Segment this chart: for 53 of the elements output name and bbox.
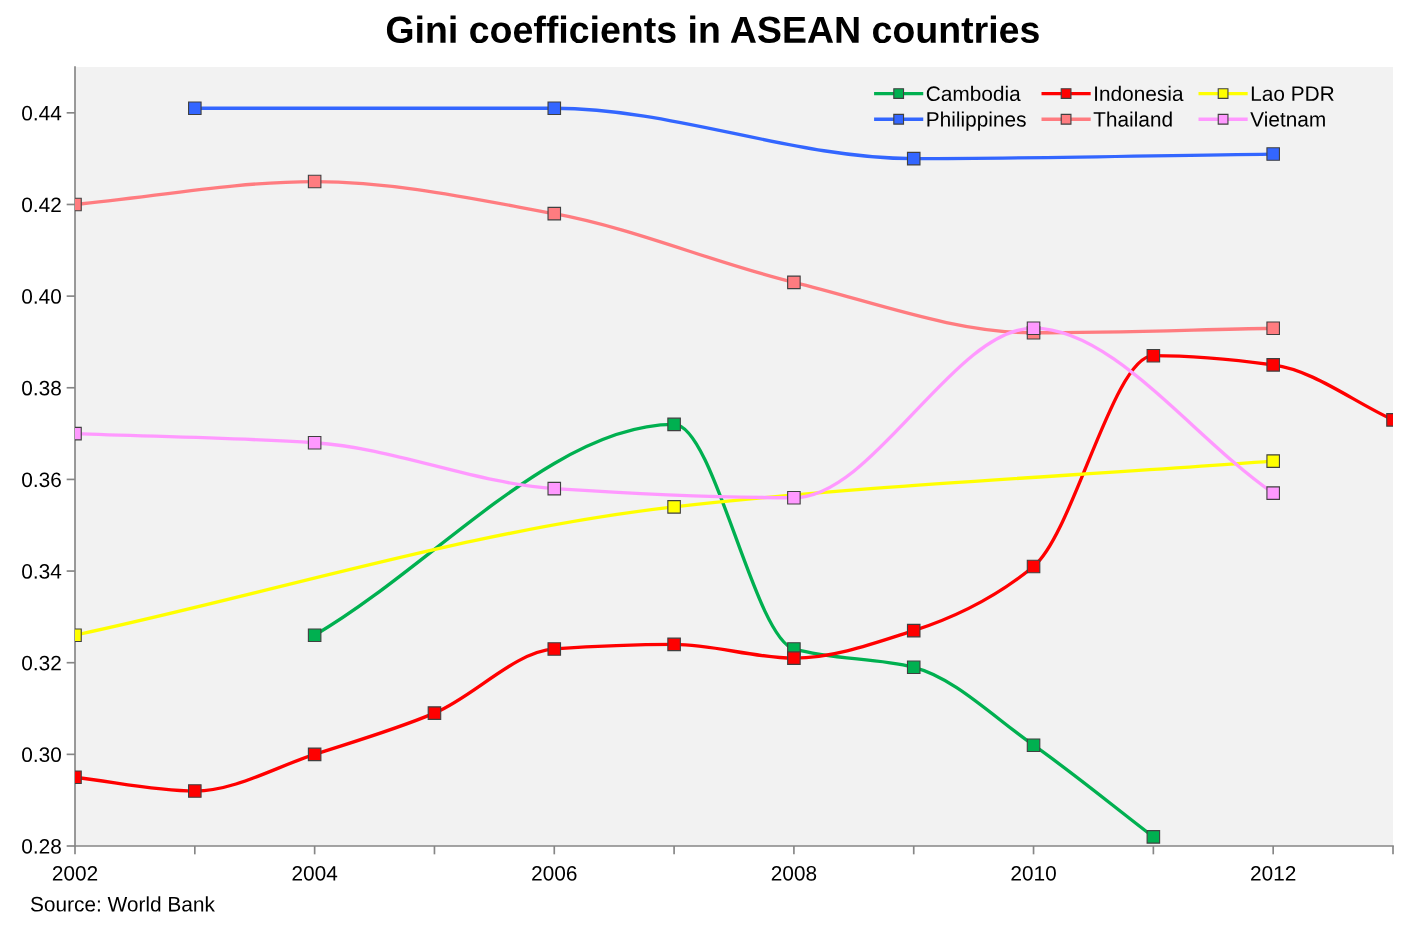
chart-title: Gini coefficients in ASEAN countries (386, 15, 1039, 44)
x-tick-label: 2012 (1251, 865, 1296, 881)
y-tick-label: 0.30 (22, 747, 61, 763)
legend-label: Philippines (927, 111, 1026, 131)
point (667, 637, 681, 652)
point (307, 747, 322, 762)
legend-label: Thailand (1093, 111, 1172, 127)
point (906, 151, 921, 166)
point (787, 275, 801, 290)
point (427, 706, 442, 720)
x-tick-label: 2010 (1011, 865, 1056, 881)
x-tick-label: 2008 (771, 865, 817, 881)
point (188, 784, 202, 798)
legend-label: Vietnam (1250, 111, 1325, 127)
point (1146, 348, 1161, 363)
x-tick-label: 2006 (532, 865, 577, 881)
point (1026, 559, 1041, 574)
point (1266, 486, 1280, 500)
point (1146, 830, 1161, 844)
point (547, 481, 562, 496)
point (1026, 321, 1041, 335)
point (787, 490, 801, 505)
y-tick-label: 0.28 (22, 839, 61, 854)
legend-label: Lao PDR (1251, 86, 1334, 102)
point (787, 651, 801, 665)
source-note: Source: World Bank (30, 896, 215, 912)
y-tick-label: 0.36 (22, 472, 61, 488)
y-tick-label: 0.34 (22, 564, 62, 579)
point (906, 660, 921, 675)
point (667, 417, 681, 432)
y-tick-label: 0.44 (22, 105, 62, 121)
y-tick-label: 0.42 (22, 197, 61, 213)
legend-label: Indonesia (1095, 85, 1184, 102)
point (307, 435, 322, 450)
x-tick-label: 2002 (52, 865, 98, 881)
point (307, 628, 322, 643)
point (547, 642, 562, 656)
point (1266, 321, 1280, 335)
x-tick-label: 2004 (292, 865, 338, 881)
point (547, 101, 562, 116)
point (1266, 147, 1280, 161)
point (307, 174, 322, 189)
point (667, 500, 681, 514)
legend-label: Cambodia (926, 85, 1021, 102)
point (906, 623, 921, 638)
point (1266, 454, 1280, 468)
point (547, 206, 562, 221)
point (188, 101, 202, 116)
y-tick-label: 0.40 (22, 289, 61, 304)
y-tick-label: 0.32 (22, 655, 61, 671)
point (1266, 358, 1280, 372)
point (1026, 738, 1041, 752)
y-tick-label: 0.38 (22, 380, 61, 396)
